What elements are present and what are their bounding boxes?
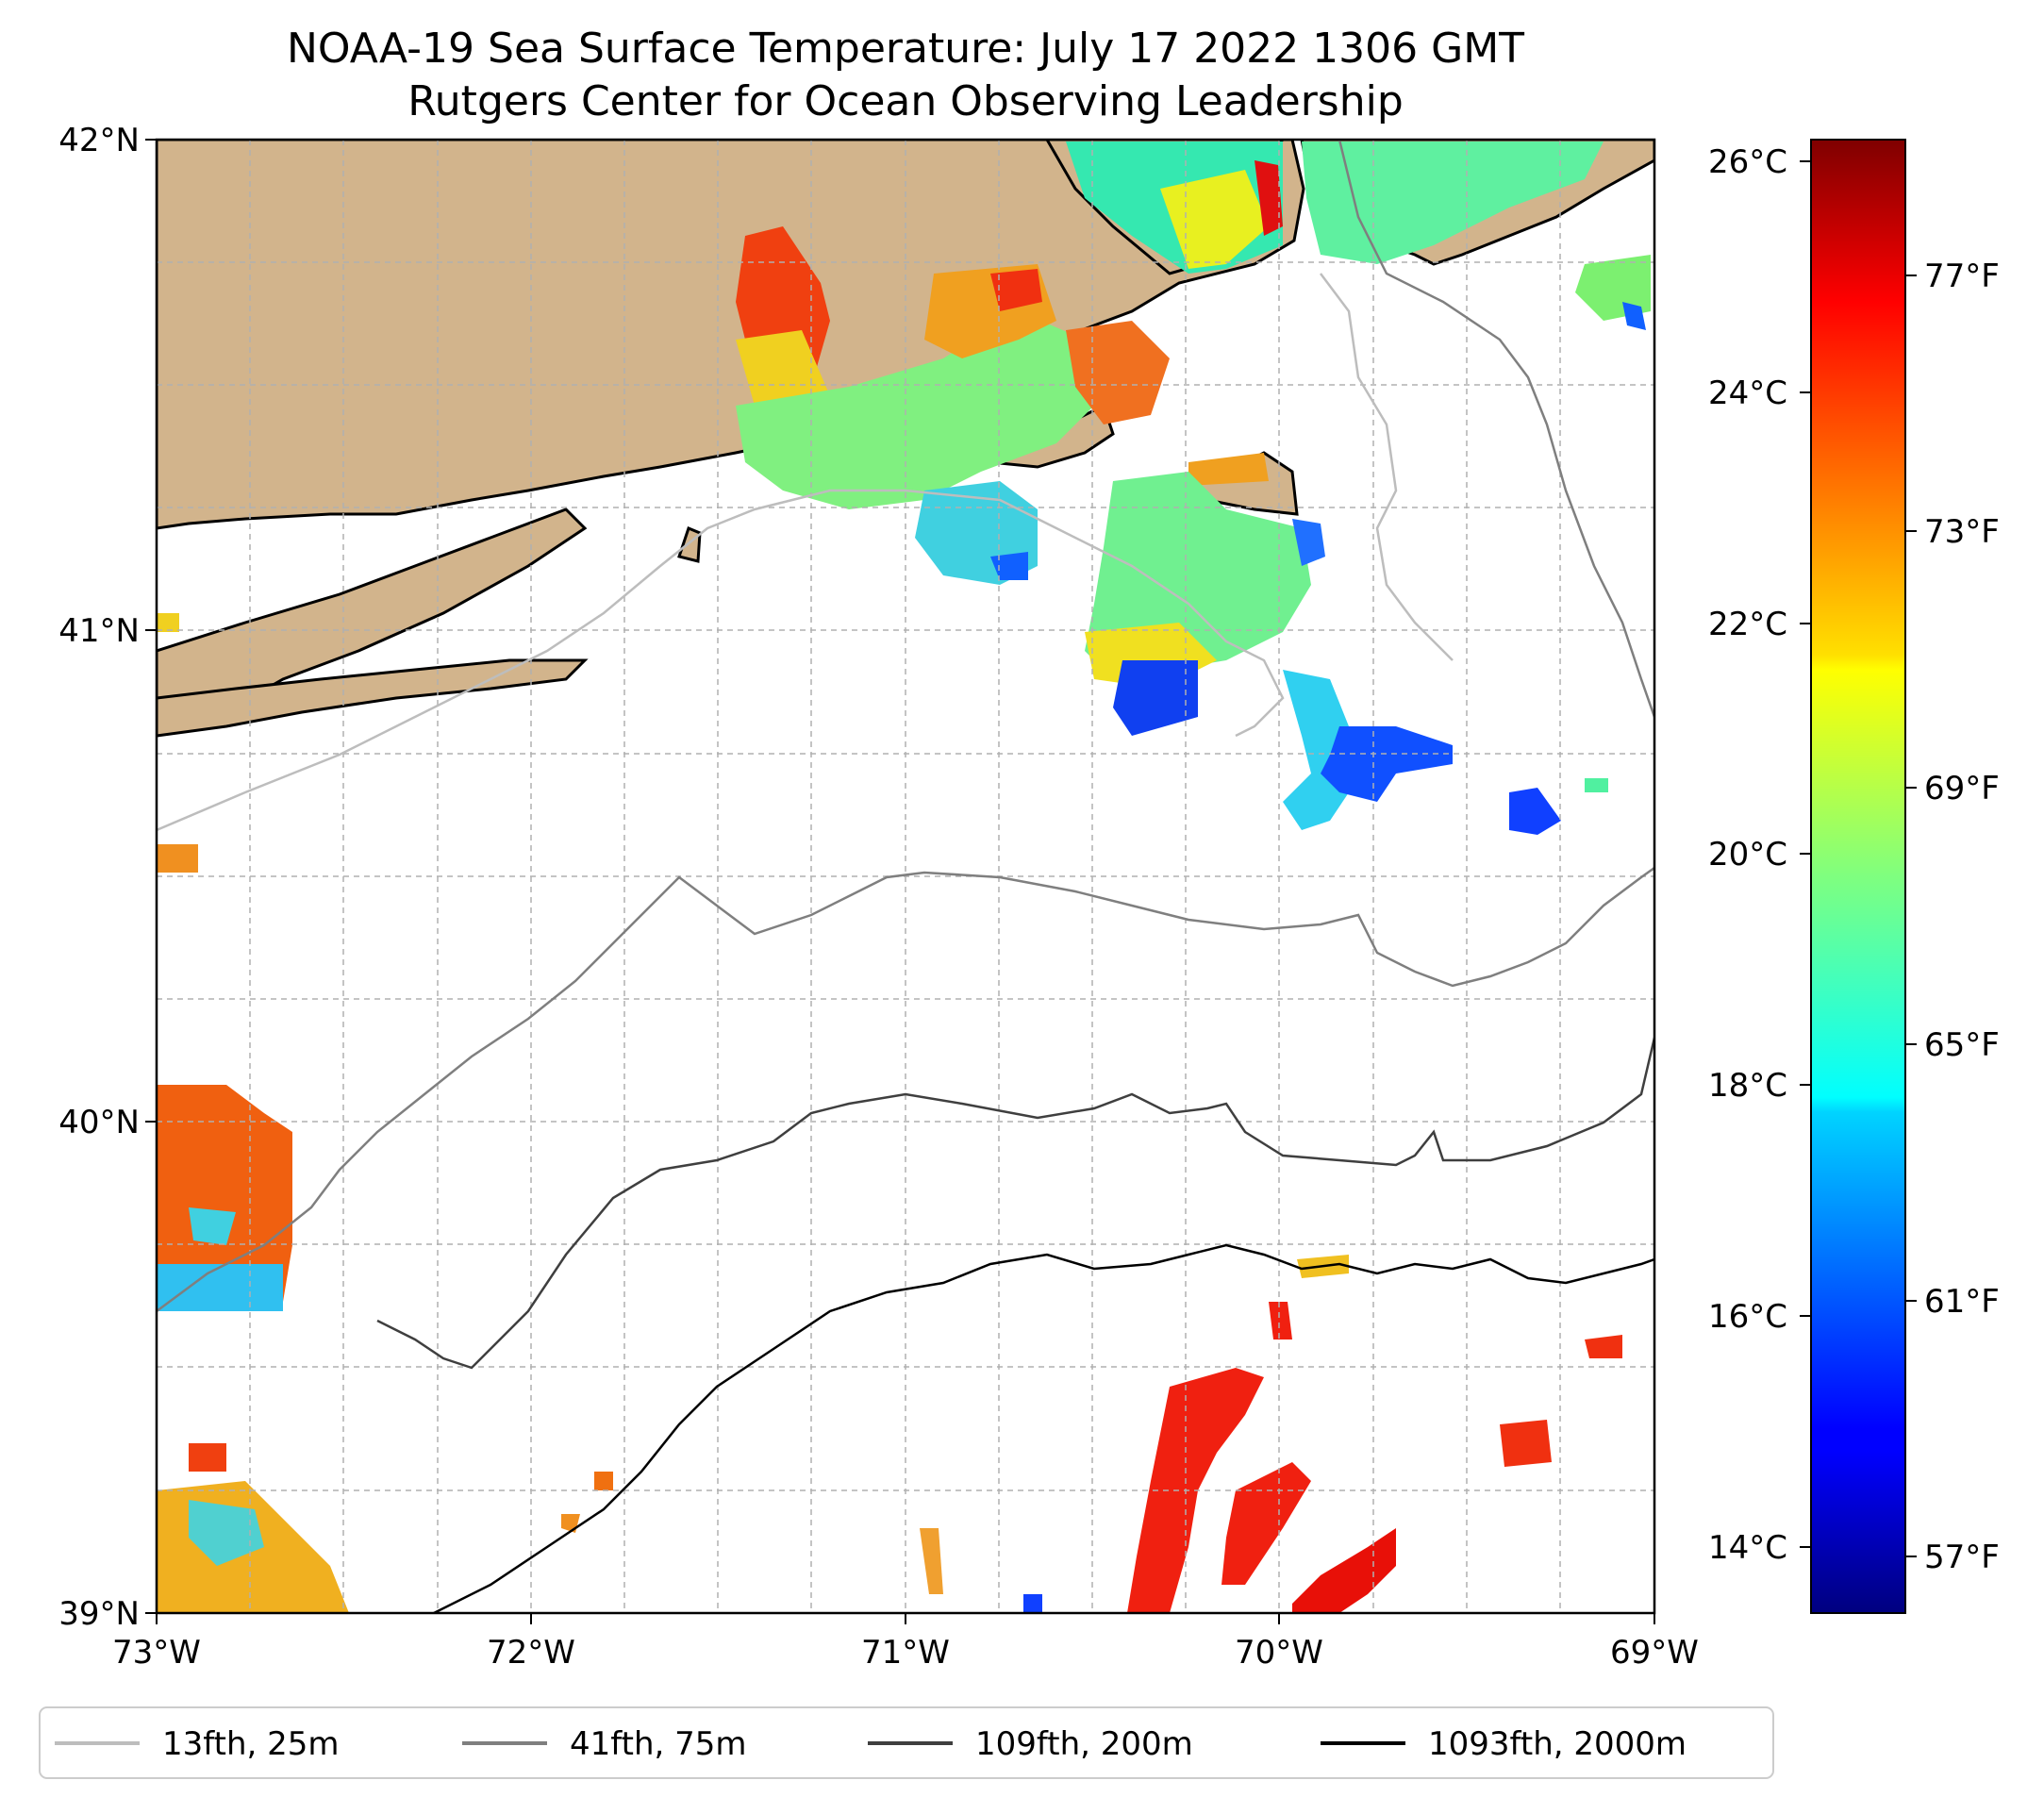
contour-75m-east: [1338, 140, 1654, 718]
sst-patch-southeast-blue: [1321, 726, 1453, 802]
sst-patch-vineyard-sound-east: [1066, 321, 1170, 424]
sst-patch-west-edge-orange: [157, 844, 198, 873]
land-long-island-south: [157, 658, 589, 738]
colorbar: 26°C 24°C 22°C 20°C 18°C 16°C 14°C 77°F …: [1708, 139, 2000, 1614]
sst-patch-southwest-cyan-2: [189, 1207, 236, 1245]
sst-patch-ri-sound: [736, 311, 1104, 509]
sst-patch-east-mid-red: [1500, 1420, 1552, 1467]
lon-axis: 73°W 72°W 71°W 70°W 69°W: [112, 1613, 1699, 1672]
contour-2000m: [433, 1243, 1654, 1613]
sst-patch-nantucket-north: [1188, 453, 1269, 486]
cbar-c-18: 18°C: [1708, 1067, 1787, 1105]
sst-patch-south-blue-small: [1023, 1594, 1042, 1613]
sst-patch-west-edge-yellow: [157, 613, 179, 632]
cbar-f-65: 65°F: [1924, 1026, 2000, 1064]
cbar-c-26: 26°C: [1708, 143, 1787, 181]
land-block-island: [677, 525, 702, 563]
map-area: [157, 140, 1654, 1613]
sst-patch-south-red-low: [1292, 1528, 1396, 1613]
sst-patch-southwest-cyan: [157, 1264, 283, 1311]
sst-patch-gulf-of-maine: [1302, 141, 1604, 264]
cbar-f-73: 73°F: [1924, 513, 2000, 551]
lat-label-40: 40°N: [58, 1104, 140, 1141]
bathymetry-contours: [157, 140, 1654, 1613]
lat-label-39: 39°N: [58, 1595, 140, 1633]
sst-data-patches: [157, 141, 1651, 1613]
lon-label-73: 73°W: [112, 1634, 201, 1672]
contour-75m: [157, 866, 1654, 1313]
sst-patch-south-orange-small: [920, 1528, 943, 1594]
contour-legend: 13fth, 25m 41fth, 75m 109fth, 200m 1093f…: [39, 1706, 1774, 1779]
sst-patch-southwest-lower-red: [189, 1443, 226, 1472]
contour-200m: [376, 1037, 1654, 1370]
lat-label-41: 41°N: [58, 612, 140, 650]
lat-label-42: 42°N: [58, 122, 140, 159]
cbar-c-16: 16°C: [1708, 1298, 1787, 1336]
sst-patch-southwest-warm: [157, 1085, 292, 1311]
sst-patch-shoals-blue: [1113, 660, 1198, 736]
legend-label-200m: 109fth, 200m: [975, 1725, 1193, 1763]
sst-patch-south-of-ri-blue: [990, 552, 1028, 580]
legend-label-25m: 13fth, 25m: [162, 1725, 340, 1763]
cbar-f-77: 77°F: [1924, 258, 2000, 295]
cbar-c-22: 22°C: [1708, 606, 1787, 643]
sst-patch-east-small-red: [1585, 1335, 1622, 1358]
sst-patch-east-small-blue: [1622, 302, 1646, 330]
lon-label-72: 72°W: [487, 1634, 575, 1672]
cbar-f-69: 69°F: [1924, 770, 2000, 807]
sst-patch-narragansett-yellow: [736, 330, 830, 406]
cbar-f-61: 61°F: [1924, 1283, 2000, 1321]
title-line-2: Rutgers Center for Ocean Observing Leade…: [407, 77, 1404, 125]
title-line-1: NOAA-19 Sea Surface Temperature: July 17…: [287, 25, 1524, 73]
sst-patch-shoals-east-blue: [1292, 519, 1325, 566]
sst-patch-cape-cod-edge: [1255, 160, 1283, 236]
cbar-c-24: 24°C: [1708, 374, 1787, 412]
gridlines: [157, 140, 1654, 1613]
cbar-c-20: 20°C: [1708, 836, 1787, 874]
lon-label-71: 71°W: [861, 1634, 950, 1672]
sst-patch-far-east-dot: [1585, 778, 1608, 792]
colorbar-gradient: [1810, 139, 1906, 1614]
cbar-c-14: 14°C: [1708, 1529, 1787, 1567]
sst-patch-buzzards-red: [990, 269, 1042, 311]
contour-25m-north: [1320, 273, 1454, 661]
lat-axis: 42°N 41°N 40°N 39°N: [58, 122, 157, 1633]
sst-patch-slope-small: [594, 1472, 613, 1490]
sst-patch-southwest-lower-cyan: [189, 1500, 264, 1566]
sst-patch-southeast-blue-2: [1509, 788, 1561, 835]
lon-label-69: 69°W: [1610, 1634, 1699, 1672]
legend-label-2000m: 1093fth, 2000m: [1428, 1725, 1687, 1763]
contour-25m: [157, 489, 1285, 832]
cbar-f-57: 57°F: [1924, 1539, 2000, 1576]
sst-patch-south-red-mid: [1221, 1462, 1311, 1585]
lon-label-70: 70°W: [1235, 1634, 1323, 1672]
legend-label-75m: 41fth, 75m: [570, 1725, 747, 1763]
sst-patch-cape-cod-bay-warm: [1160, 170, 1269, 269]
sst-patch-south-small-red: [1269, 1302, 1292, 1339]
